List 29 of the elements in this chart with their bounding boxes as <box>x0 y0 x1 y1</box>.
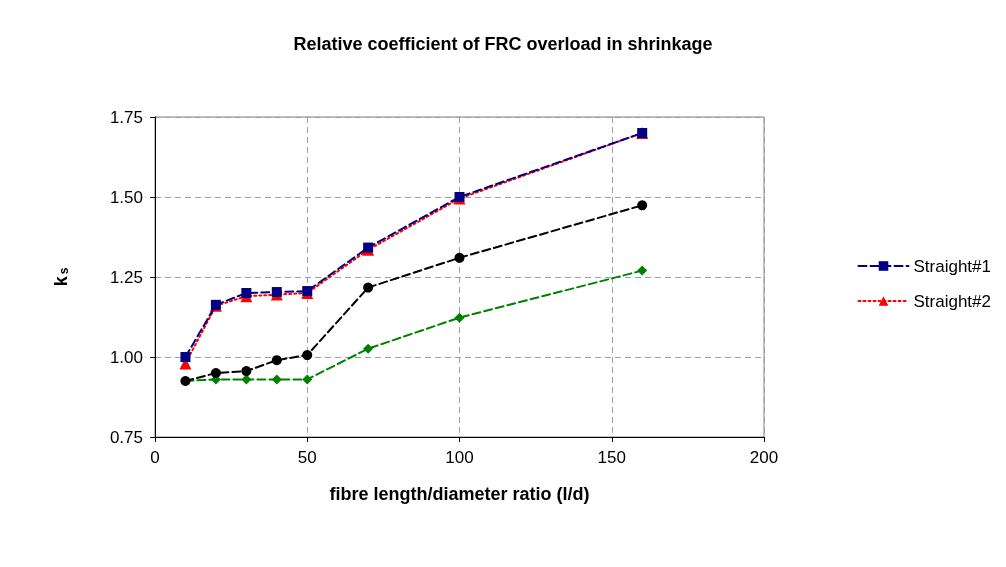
x-tick-label: 100 <box>445 448 474 467</box>
y-tick-label: 0.75 <box>109 427 143 447</box>
point <box>637 265 648 276</box>
point <box>302 350 313 361</box>
point <box>363 282 374 293</box>
x-tick-label: 200 <box>749 448 779 467</box>
point <box>241 288 252 298</box>
point <box>363 343 374 354</box>
point <box>454 252 465 263</box>
y-tick-label: 1.50 <box>109 187 143 207</box>
x-tick-label: 150 <box>597 448 626 467</box>
point <box>241 366 252 377</box>
point <box>302 374 313 385</box>
point <box>271 374 282 385</box>
legend-label: Straight#1 <box>913 256 991 276</box>
chart-title: Relative coefficient of FRC overload in shrinkage <box>293 34 713 54</box>
point <box>454 312 465 323</box>
x-tick-label: 50 <box>297 448 317 467</box>
y-axis-title: ks <box>51 267 71 287</box>
legend-label: Straight#2 <box>913 291 991 311</box>
x-tick-label: 0 <box>150 448 160 467</box>
x-axis-title: fibre length/diameter ratio (l/d) <box>329 484 590 504</box>
y-tick-label: 1.75 <box>109 107 143 127</box>
point <box>271 355 282 366</box>
y-tick-label: 1.25 <box>109 267 143 287</box>
point <box>210 368 221 378</box>
y-tick-label: 1.00 <box>109 347 143 367</box>
point <box>180 352 191 362</box>
point <box>637 200 648 211</box>
